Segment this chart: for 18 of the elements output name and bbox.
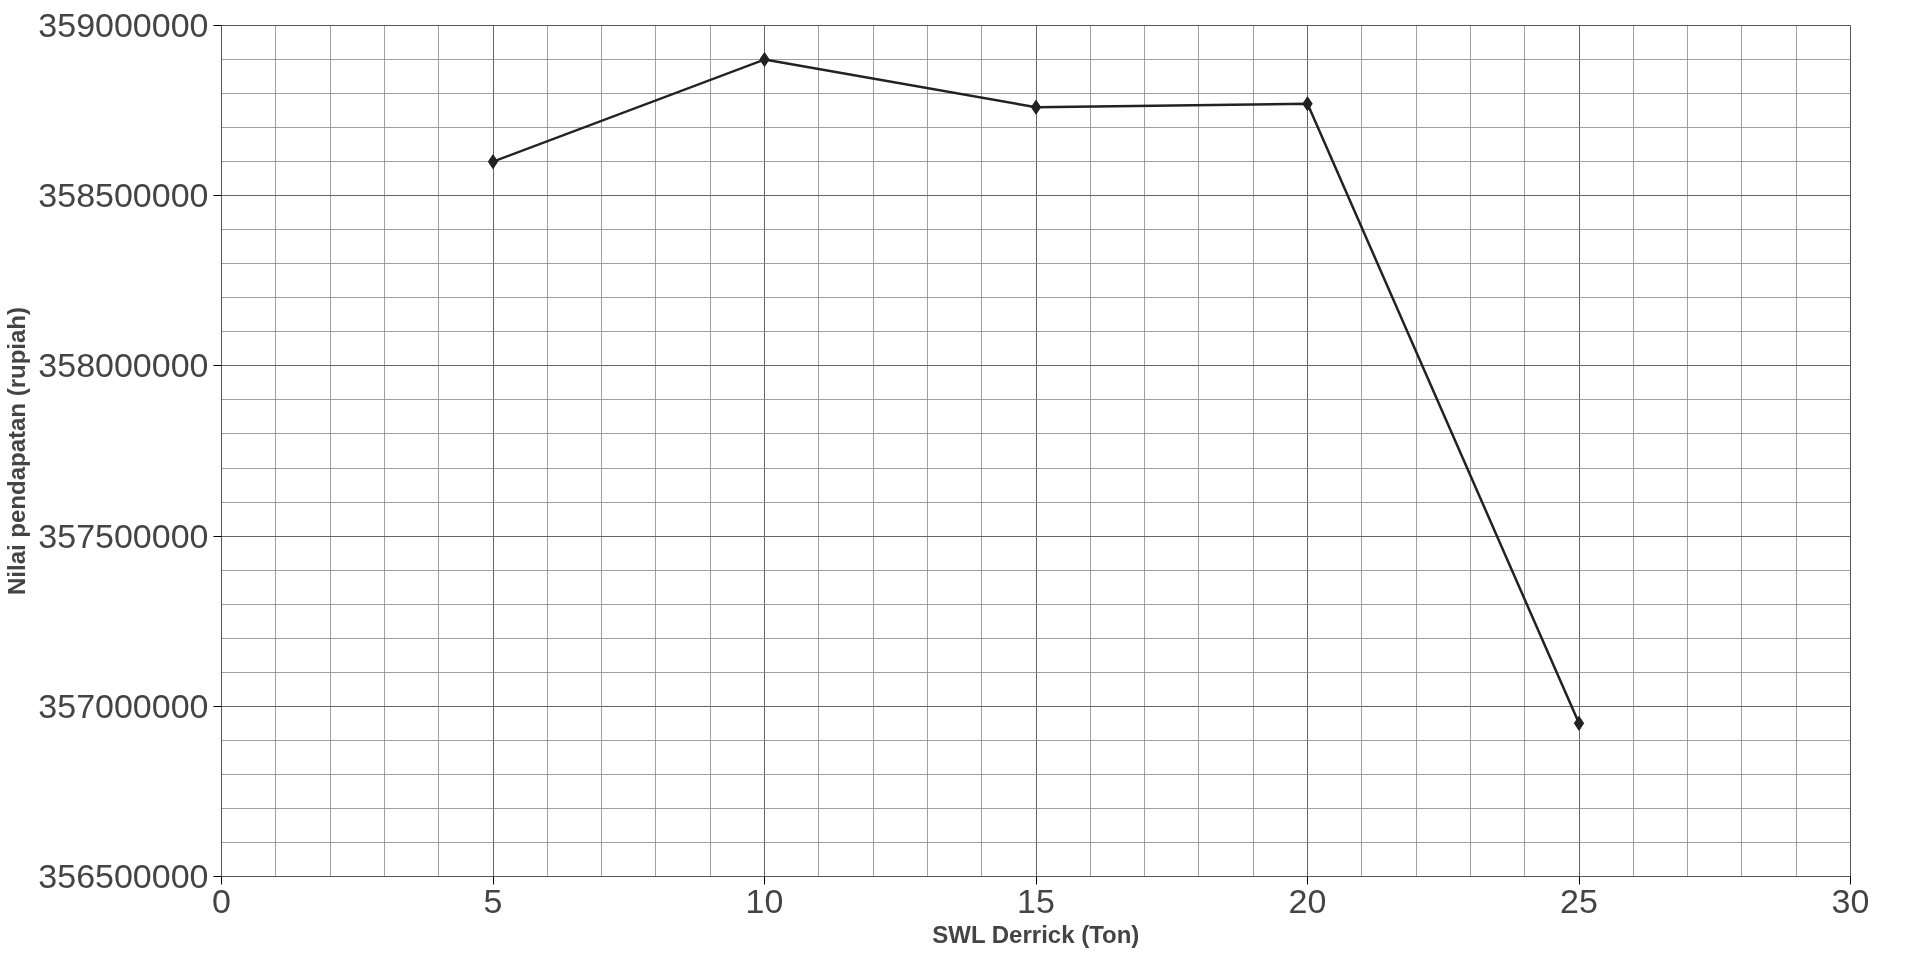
x-tick-label: 20: [1288, 881, 1327, 920]
x-tick-label: 25: [1560, 881, 1598, 920]
y-tick-label: 357000000: [38, 686, 209, 725]
y-tick-label: 356500000: [38, 857, 209, 895]
x-tick-label: 30: [1831, 881, 1870, 920]
y-tick-label: 359000000: [38, 6, 209, 44]
y-tick-label: 358000000: [38, 346, 209, 385]
point: [487, 154, 499, 170]
y-axis-title: Nilai pendapatan (rupiah): [3, 306, 31, 596]
x-tick-label: 5: [483, 881, 503, 920]
y-tick-label: 358500000: [38, 176, 209, 215]
x-axis-title: SWL Derrick (Ton): [932, 920, 1140, 948]
x-tick-label: 15: [1017, 881, 1055, 920]
y-tick-label: 357500000: [38, 516, 209, 555]
x-tick-label: 0: [212, 881, 231, 920]
point: [1573, 715, 1585, 731]
x-tick-label: 10: [745, 881, 784, 920]
point: [1030, 99, 1042, 115]
